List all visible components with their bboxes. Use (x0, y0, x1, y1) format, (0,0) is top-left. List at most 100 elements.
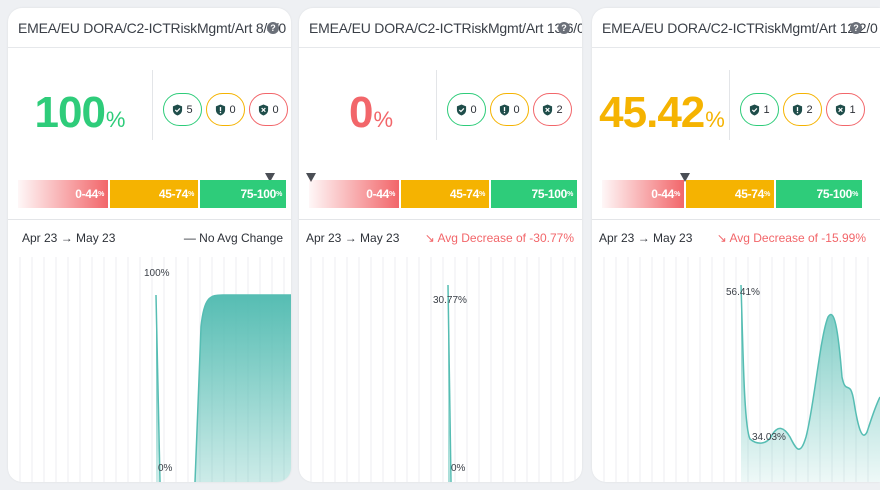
range-mid: 45-74% (401, 180, 489, 208)
trend-indicator: ↘ Avg Decrease of -15.99% (716, 231, 866, 245)
score-marker (306, 173, 316, 182)
score-range-bar: 0-44% 45-74% 75-100% (18, 180, 286, 208)
trend-indicator: ↘ Avg Decrease of -30.77% (424, 231, 574, 245)
shield-x-icon (836, 104, 846, 115)
card-header: EMEA/EU DORA/C2-ICTRiskMgmt/Art 8/4/0 ? (8, 8, 291, 48)
compliance-card: EMEA/EU DORA/C2-ICTRiskMgmt/Art 13/6/0 ?… (299, 8, 582, 482)
status-badges: 1 2 1 (740, 93, 865, 126)
chart-min-label: 0% (158, 463, 173, 474)
chart-gridlines (310, 257, 576, 482)
pass-badge[interactable]: 5 (163, 93, 202, 126)
fail-badge[interactable]: 1 (826, 93, 865, 126)
fail-badge[interactable]: 0 (249, 93, 288, 126)
divider (436, 70, 437, 140)
divider (8, 219, 291, 220)
period-label: Apr 23 → May 23 (22, 231, 116, 245)
chart-max-label: 100% (144, 268, 170, 279)
divider (299, 219, 582, 220)
chart-max-label: 30.77% (433, 295, 467, 306)
range-mid: 45-74% (110, 180, 198, 208)
range-high: 75-100% (491, 180, 577, 208)
card-title[interactable]: EMEA/EU DORA/C2-ICTRiskMgmt/Art 8/4/0 (18, 20, 286, 36)
arrow-right-icon: → (344, 231, 357, 245)
shield-check-icon (750, 104, 760, 115)
badge-count: 2 (806, 103, 813, 116)
score-marker (680, 173, 690, 182)
card-title[interactable]: EMEA/EU DORA/C2-ICTRiskMgmt/Art 12/2/0 (602, 20, 878, 36)
period-label: Apr 23 → May 23 (306, 231, 400, 245)
period-label: Apr 23 → May 23 (599, 231, 693, 245)
chart-max-label: 56.41% (726, 287, 760, 298)
shield-check-icon (457, 104, 467, 115)
fail-badge[interactable]: 2 (533, 93, 572, 126)
arrow-right-icon: → (60, 231, 73, 245)
compliance-card: EMEA/EU DORA/C2-ICTRiskMgmt/Art 12/2/0 ?… (592, 8, 880, 482)
score-marker (265, 173, 275, 182)
score-value: 45.42 (599, 88, 705, 137)
badge-count: 0 (229, 103, 236, 116)
score-range-bar: 0-44% 45-74% 75-100% (309, 180, 577, 208)
warning-badge[interactable]: 0 (490, 93, 529, 126)
arrow-right-icon: → (637, 231, 650, 245)
badge-count: 5 (186, 103, 193, 116)
score-unit: % (373, 107, 394, 132)
badge-count: 1 (763, 103, 770, 116)
compliance-card: EMEA/EU DORA/C2-ICTRiskMgmt/Art 8/4/0 ? … (8, 8, 291, 482)
badge-count: 0 (470, 103, 477, 116)
chart-min-label: 34.03% (752, 432, 786, 443)
status-badges: 0 0 2 (447, 93, 572, 126)
help-icon[interactable]: ? (558, 22, 570, 34)
badge-count: 0 (513, 103, 520, 116)
chart-area (195, 295, 291, 482)
pass-badge[interactable]: 1 (740, 93, 779, 126)
divider (729, 70, 730, 140)
shield-check-icon (173, 104, 183, 115)
chart-line (194, 294, 291, 482)
score: 45.42% (592, 88, 732, 148)
score-value: 0 (348, 88, 374, 137)
range-low: 0-44% (602, 180, 684, 208)
trend-down-icon: ↘ (716, 231, 727, 245)
divider (592, 219, 880, 220)
range-mid: 45-74% (686, 180, 774, 208)
range-high: 75-100% (200, 180, 286, 208)
chart-area (741, 285, 880, 482)
range-low: 0-44% (309, 180, 399, 208)
shield-exclamation-icon (500, 104, 510, 115)
flat-line-icon: — (183, 231, 196, 245)
range-high: 75-100% (776, 180, 862, 208)
badge-count: 2 (556, 103, 563, 116)
shield-x-icon (259, 104, 269, 115)
trend-chart (19, 257, 291, 482)
trend-indicator: — No Avg Change (183, 231, 283, 245)
trend-chart (603, 257, 880, 482)
score-value: 100 (34, 88, 106, 137)
score-unit: % (105, 107, 126, 132)
score-unit: % (705, 107, 725, 132)
shield-x-icon (543, 104, 553, 115)
pass-badge[interactable]: 0 (447, 93, 486, 126)
chart-line (155, 294, 161, 482)
badge-count: 0 (272, 103, 279, 116)
score: 0% (299, 88, 443, 148)
trend-down-icon: ↘ (424, 231, 435, 245)
card-header: EMEA/EU DORA/C2-ICTRiskMgmt/Art 12/2/0 ? (592, 8, 880, 48)
trend-chart (310, 257, 576, 482)
help-icon[interactable]: ? (267, 22, 279, 34)
chart-line (447, 284, 452, 482)
card-header: EMEA/EU DORA/C2-ICTRiskMgmt/Art 13/6/0 ? (299, 8, 582, 48)
shield-exclamation-icon (216, 104, 226, 115)
divider (152, 70, 153, 140)
chart-line (740, 284, 880, 450)
score: 100% (8, 88, 152, 148)
warning-badge[interactable]: 2 (783, 93, 822, 126)
badge-count: 1 (849, 103, 856, 116)
status-badges: 5 0 0 (163, 93, 288, 126)
chart-min-label: 0% (451, 463, 466, 474)
score-range-bar: 0-44% 45-74% 75-100% (602, 180, 870, 208)
help-icon[interactable]: ? (850, 22, 862, 34)
range-low: 0-44% (18, 180, 108, 208)
card-title[interactable]: EMEA/EU DORA/C2-ICTRiskMgmt/Art 13/6/0 (309, 20, 582, 36)
shield-exclamation-icon (793, 104, 803, 115)
warning-badge[interactable]: 0 (206, 93, 245, 126)
